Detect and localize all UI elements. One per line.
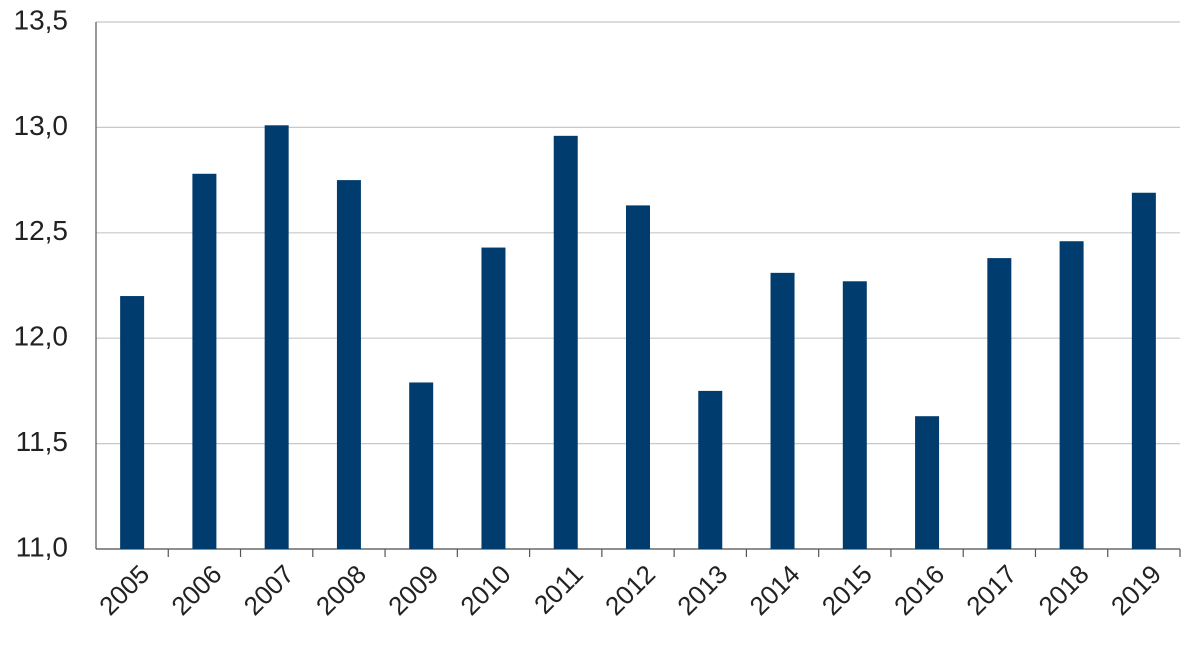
y-tick-label: 13,5 xyxy=(14,4,69,35)
bar xyxy=(409,382,434,549)
y-tick-label: 11,0 xyxy=(16,531,68,562)
x-tick-label: 2009 xyxy=(382,559,444,621)
bar xyxy=(698,390,723,549)
x-tick-label: 2005 xyxy=(93,559,155,621)
x-tick-label: 2008 xyxy=(310,559,372,621)
y-tick-label: 12,0 xyxy=(14,321,69,352)
bar xyxy=(553,135,578,549)
x-tick-label: 2007 xyxy=(238,559,300,621)
x-tick-label: 2010 xyxy=(454,559,516,621)
x-tick-label: 2019 xyxy=(1105,559,1167,621)
x-tick-label: 2014 xyxy=(744,559,806,621)
x-tick-label: 2011 xyxy=(528,559,589,620)
bar xyxy=(192,173,217,549)
bar xyxy=(1131,192,1156,550)
x-tick-label: 2018 xyxy=(1033,559,1095,621)
bar xyxy=(987,258,1012,549)
bar xyxy=(626,205,650,549)
bar xyxy=(842,281,867,549)
x-tick-label: 2016 xyxy=(888,559,950,621)
x-tick-label: 2017 xyxy=(960,559,1022,621)
bar xyxy=(264,125,289,550)
x-tick-label: 2013 xyxy=(671,559,733,621)
bar xyxy=(1059,241,1084,549)
y-tick-label: 13,0 xyxy=(14,110,69,141)
x-tick-label: 2006 xyxy=(165,559,227,621)
x-tick-label: 2015 xyxy=(816,559,878,621)
bar xyxy=(481,247,506,549)
bar xyxy=(915,416,940,549)
y-tick-label: 12,5 xyxy=(14,215,69,246)
x-tick-label: 2012 xyxy=(599,559,661,621)
bar xyxy=(120,296,145,549)
bar xyxy=(336,180,361,549)
y-tick-label: 11,5 xyxy=(16,426,68,457)
bar xyxy=(770,272,795,549)
